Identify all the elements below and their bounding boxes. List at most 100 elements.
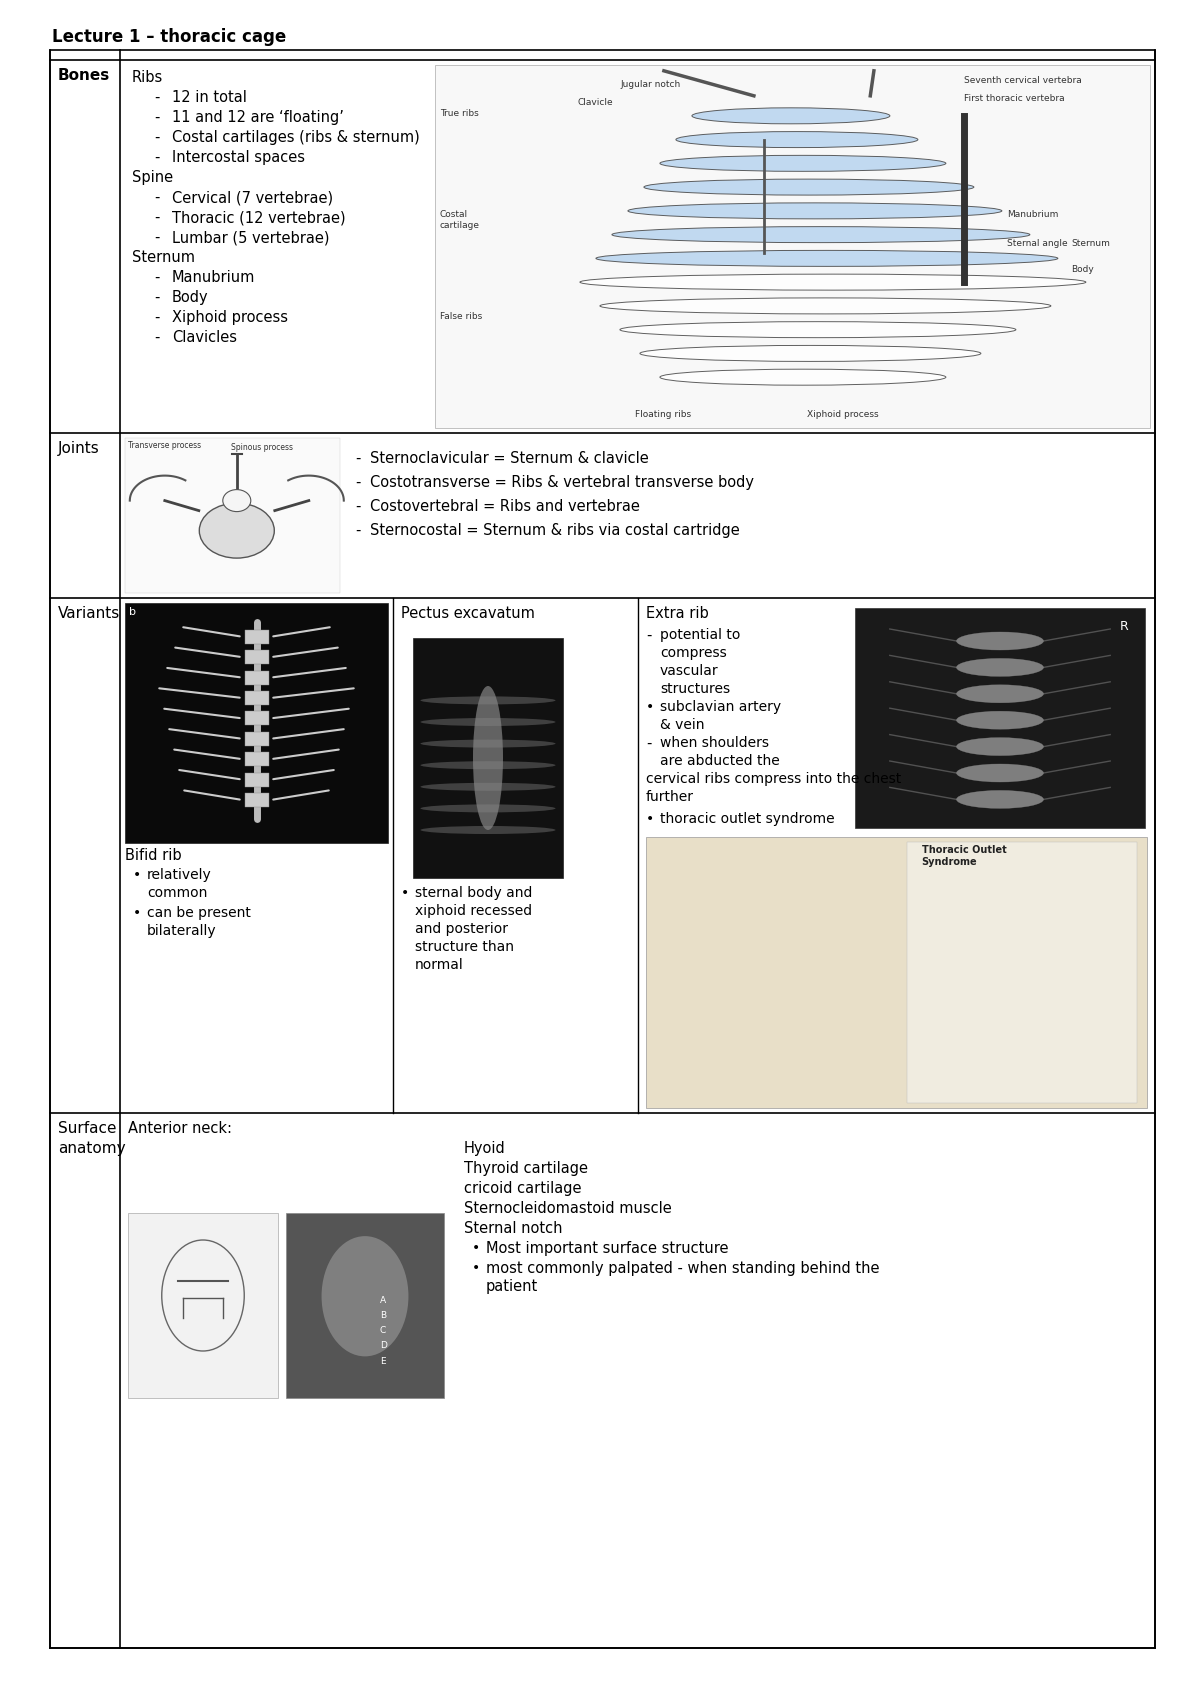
Text: Sternal notch: Sternal notch	[464, 1221, 563, 1236]
Ellipse shape	[580, 273, 1086, 290]
Text: •: •	[646, 812, 654, 825]
Text: Thyroid cartilage: Thyroid cartilage	[464, 1161, 588, 1177]
Text: 12 in total: 12 in total	[172, 90, 247, 105]
Text: Body: Body	[1072, 265, 1094, 273]
Text: -: -	[154, 211, 160, 226]
Text: Spine: Spine	[132, 170, 173, 185]
Text: patient: patient	[486, 1279, 539, 1294]
Text: b: b	[130, 606, 136, 616]
Text: Joints: Joints	[58, 441, 100, 457]
Ellipse shape	[956, 632, 1044, 650]
Ellipse shape	[956, 659, 1044, 676]
Ellipse shape	[956, 737, 1044, 756]
Ellipse shape	[420, 825, 556, 834]
Ellipse shape	[420, 718, 556, 727]
Text: thoracic outlet syndrome: thoracic outlet syndrome	[660, 812, 835, 825]
Text: A: A	[380, 1296, 386, 1306]
Text: & vein: & vein	[660, 718, 704, 732]
Text: Costotransverse = Ribs & vertebral transverse body: Costotransverse = Ribs & vertebral trans…	[370, 475, 754, 491]
Bar	[436, 65, 1150, 428]
Text: True ribs: True ribs	[440, 109, 479, 117]
Text: Xiphoid process: Xiphoid process	[172, 311, 288, 324]
Text: -: -	[355, 475, 360, 491]
Text: further: further	[646, 790, 694, 803]
Bar	[245, 773, 269, 786]
Text: Body: Body	[172, 290, 209, 306]
Text: normal: normal	[415, 958, 463, 971]
Ellipse shape	[322, 1236, 408, 1357]
Text: cricoid cartilage: cricoid cartilage	[464, 1182, 582, 1195]
Text: Seventh cervical vertebra: Seventh cervical vertebra	[964, 76, 1082, 85]
Bar	[245, 650, 269, 664]
Text: •: •	[472, 1262, 480, 1275]
Ellipse shape	[640, 345, 980, 362]
Text: •: •	[472, 1241, 480, 1255]
Text: Jugular notch: Jugular notch	[620, 80, 682, 88]
Ellipse shape	[199, 503, 275, 559]
Text: 11 and 12 are ‘floating’: 11 and 12 are ‘floating’	[172, 110, 344, 126]
Text: potential to: potential to	[660, 628, 740, 642]
Text: Thoracic (12 vertebrae): Thoracic (12 vertebrae)	[172, 211, 346, 226]
Bar	[245, 793, 269, 807]
Ellipse shape	[956, 790, 1044, 808]
Text: Anterior neck:: Anterior neck:	[128, 1121, 232, 1136]
Text: -: -	[154, 90, 160, 105]
Text: -: -	[154, 311, 160, 324]
Text: Manubrium: Manubrium	[1007, 211, 1058, 219]
Ellipse shape	[420, 696, 556, 705]
Text: Surface: Surface	[58, 1121, 116, 1136]
Ellipse shape	[676, 131, 918, 148]
Text: anatomy: anatomy	[58, 1141, 126, 1156]
Text: -: -	[154, 131, 160, 144]
Text: -: -	[154, 329, 160, 345]
Bar	[125, 603, 388, 842]
Text: when shoulders: when shoulders	[660, 735, 769, 751]
Ellipse shape	[644, 178, 974, 195]
Text: Sternum: Sternum	[132, 250, 194, 265]
Ellipse shape	[223, 489, 251, 511]
Bar	[245, 630, 269, 644]
Text: Clavicles: Clavicles	[172, 329, 238, 345]
Text: Costal
cartilage: Costal cartilage	[440, 211, 480, 229]
Ellipse shape	[420, 761, 556, 769]
Text: First thoracic vertebra: First thoracic vertebra	[964, 93, 1064, 104]
Ellipse shape	[660, 368, 946, 385]
Text: -: -	[646, 735, 652, 751]
Text: Xiphoid process: Xiphoid process	[806, 409, 878, 419]
Text: bilaterally: bilaterally	[148, 924, 217, 937]
Text: Intercostal spaces: Intercostal spaces	[172, 149, 305, 165]
Ellipse shape	[600, 297, 1051, 314]
Bar	[906, 842, 1136, 1104]
Text: E: E	[380, 1357, 385, 1367]
Text: relatively: relatively	[148, 868, 211, 881]
Text: cervical ribs compress into the chest: cervical ribs compress into the chest	[646, 773, 901, 786]
Text: -: -	[154, 290, 160, 306]
Text: -: -	[646, 628, 652, 644]
Text: -: -	[154, 229, 160, 245]
Text: -: -	[355, 499, 360, 514]
Text: B: B	[380, 1311, 386, 1319]
Ellipse shape	[660, 155, 946, 171]
Text: -: -	[355, 523, 360, 538]
Text: D: D	[380, 1341, 386, 1350]
Ellipse shape	[692, 107, 890, 124]
Text: Cervical (7 vertebrae): Cervical (7 vertebrae)	[172, 190, 334, 205]
Text: -: -	[154, 190, 160, 205]
Text: are abducted the: are abducted the	[660, 754, 780, 767]
Bar	[413, 638, 563, 878]
Text: Sternal angle: Sternal angle	[1007, 239, 1068, 248]
Ellipse shape	[596, 250, 1058, 267]
Text: Manubrium: Manubrium	[172, 270, 256, 285]
Bar	[128, 1212, 278, 1397]
Ellipse shape	[956, 764, 1044, 783]
Text: Costovertebral = Ribs and vertebrae: Costovertebral = Ribs and vertebrae	[370, 499, 640, 514]
Text: Most important surface structure: Most important surface structure	[486, 1241, 728, 1257]
Text: Syndrome: Syndrome	[922, 857, 977, 868]
Text: Clavicle: Clavicle	[578, 98, 613, 107]
Bar	[245, 671, 269, 684]
Bar	[854, 608, 1145, 829]
Text: Ribs: Ribs	[132, 70, 163, 85]
Text: Floating ribs: Floating ribs	[635, 409, 691, 419]
Bar	[125, 438, 340, 593]
Text: Extra rib: Extra rib	[646, 606, 709, 621]
